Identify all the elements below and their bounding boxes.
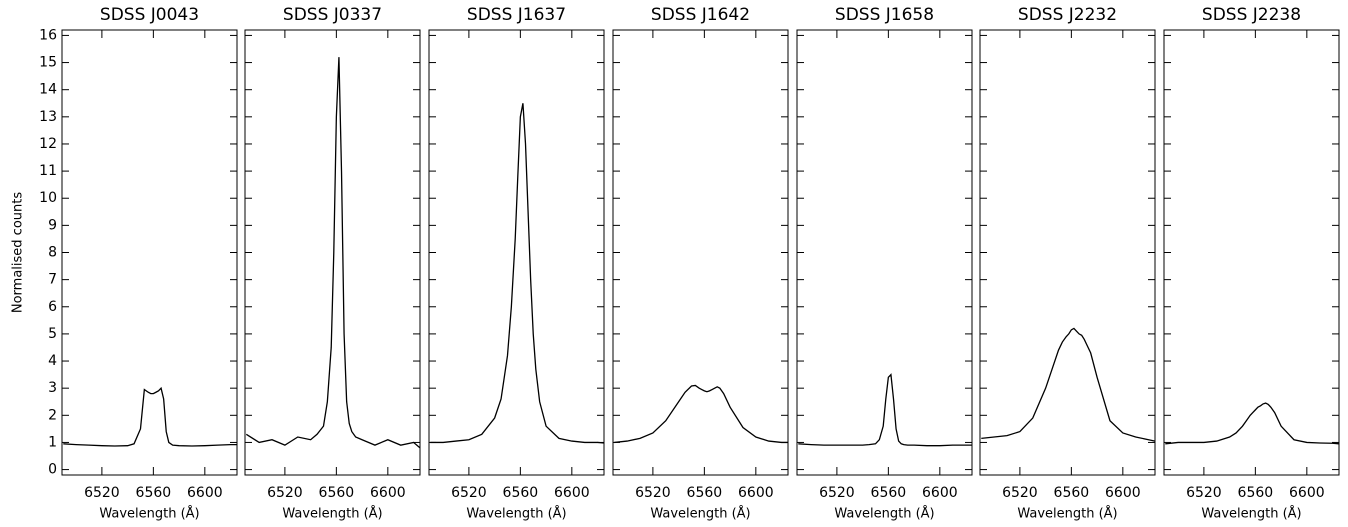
panel-title: SDSS J0337	[283, 5, 382, 25]
x-axis-label: Wavelength (Å)	[99, 506, 199, 522]
x-axis-label: Wavelength (Å)	[282, 506, 382, 522]
y-tick-label: 11	[39, 163, 57, 179]
y-tick-label: 16	[39, 27, 57, 43]
y-tick-label: 10	[39, 190, 57, 206]
panel-frame	[612, 29, 789, 476]
x-tick-label: 6600	[370, 485, 406, 501]
y-axis-label: Normalised counts	[11, 192, 26, 313]
x-tick-label: 6560	[687, 485, 723, 501]
x-tick-label: 6560	[1238, 485, 1274, 501]
panel-title: SDSS J2238	[1202, 5, 1301, 25]
x-tick-label: 6600	[1289, 485, 1325, 501]
x-tick-label: 6560	[871, 485, 907, 501]
y-tick-label: 7	[48, 272, 57, 288]
y-tick-label: 6	[48, 299, 57, 315]
x-tick-label: 6560	[136, 485, 172, 501]
panel-title: SDSS J1637	[467, 5, 566, 25]
x-axis-label: Wavelength (Å)	[466, 506, 566, 522]
spectrum-line	[63, 386, 237, 447]
x-axis-label: Wavelength (Å)	[1201, 506, 1301, 522]
x-tick-label: 6520	[1002, 485, 1038, 501]
spectrum-line	[1165, 402, 1340, 445]
y-tick-label: 15	[39, 55, 57, 71]
panel-frame	[428, 29, 605, 476]
x-tick-label: 6600	[1105, 485, 1141, 501]
y-tick-label: 5	[48, 326, 57, 342]
y-tick-label: 4	[48, 353, 57, 369]
x-tick-label: 6520	[267, 485, 303, 501]
y-tick-label: 9	[48, 217, 57, 233]
x-tick-label: 6520	[635, 485, 671, 501]
y-tick-label: 1	[48, 434, 57, 450]
x-tick-label: 6520	[819, 485, 855, 501]
x-tick-label: 6600	[922, 485, 958, 501]
spectrum-line	[981, 327, 1156, 442]
panel-title: SDSS J0043	[100, 5, 199, 25]
spectrum-line	[614, 384, 788, 444]
spectrum-line	[245, 57, 421, 449]
x-tick-label: 6520	[1186, 485, 1222, 501]
panel-frame	[61, 29, 238, 476]
panel-title: SDSS J1658	[835, 5, 934, 25]
spectrum-line	[430, 103, 605, 444]
x-tick-label: 6600	[738, 485, 774, 501]
spectrum-line	[798, 373, 972, 447]
panel-frame	[244, 29, 421, 476]
x-axis-label: Wavelength (Å)	[1017, 506, 1117, 522]
y-tick-label: 13	[39, 109, 57, 125]
y-tick-label: 0	[48, 462, 57, 478]
panel-title: SDSS J2232	[1018, 5, 1117, 25]
panel-frame	[979, 29, 1156, 476]
panel-frame	[1163, 29, 1340, 476]
y-tick-label: 3	[48, 380, 57, 396]
x-tick-label: 6560	[1054, 485, 1090, 501]
x-tick-label: 6560	[503, 485, 539, 501]
x-tick-label: 6600	[554, 485, 590, 501]
y-tick-label: 14	[39, 82, 57, 98]
x-tick-label: 6600	[187, 485, 223, 501]
y-tick-label: 2	[48, 407, 57, 423]
x-axis-label: Wavelength (Å)	[650, 506, 750, 522]
x-axis-label: Wavelength (Å)	[834, 506, 934, 522]
x-tick-label: 6520	[84, 485, 120, 501]
y-tick-label: 8	[48, 245, 57, 261]
x-tick-label: 6520	[451, 485, 487, 501]
panel-title: SDSS J1642	[651, 5, 750, 25]
x-tick-label: 6560	[319, 485, 355, 501]
y-tick-label: 12	[39, 136, 57, 152]
